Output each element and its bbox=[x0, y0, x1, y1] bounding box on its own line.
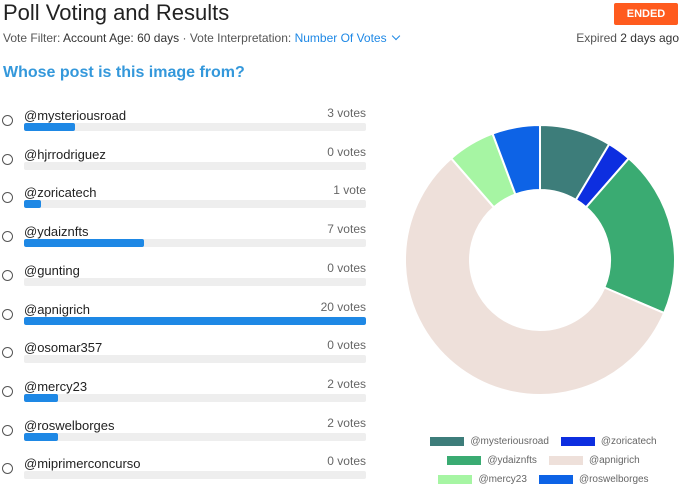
vote-progress-fill bbox=[24, 432, 59, 441]
poll-option[interactable]: @gunting 0 votes bbox=[0, 260, 370, 293]
option-vote-count: 0 votes bbox=[327, 454, 366, 469]
vote-progress-fill bbox=[24, 239, 144, 248]
poll-option[interactable]: @ydaiznfts 7 votes bbox=[0, 222, 370, 254]
legend-swatch bbox=[560, 437, 595, 446]
legend-item[interactable]: @mercy23 bbox=[438, 474, 527, 485]
radio-button[interactable] bbox=[2, 463, 13, 475]
option-label: @zoricatech bbox=[24, 185, 97, 201]
legend-row: @mercy23 @roswelborges bbox=[405, 470, 682, 489]
legend-item[interactable]: @mysteriousroad bbox=[430, 436, 549, 447]
legend-swatch bbox=[447, 456, 482, 465]
option-vote-count: 7 votes bbox=[327, 222, 366, 237]
vote-progress-bar bbox=[24, 123, 366, 131]
poll-question: Whose post is this image from? bbox=[3, 64, 245, 81]
option-label: @mysteriousroad bbox=[24, 108, 127, 123]
vote-progress-fill bbox=[24, 123, 76, 131]
option-vote-count: 1 vote bbox=[333, 183, 366, 198]
vote-filter-label: Vote Filter: bbox=[3, 31, 61, 45]
radio-button[interactable] bbox=[2, 115, 13, 126]
separator: · bbox=[182, 31, 187, 45]
legend-label: @roswelborges bbox=[578, 474, 649, 485]
legend-item[interactable]: @zoricatech bbox=[560, 436, 657, 447]
vote-progress-bar bbox=[24, 471, 366, 480]
radio-button[interactable] bbox=[2, 269, 13, 281]
radio-button[interactable] bbox=[2, 385, 13, 397]
poll-option[interactable]: @hjrrodriguez 0 votes bbox=[0, 144, 370, 177]
option-vote-count: 20 votes bbox=[320, 299, 366, 314]
legend-item[interactable]: @ydaiznfts bbox=[447, 455, 537, 466]
vote-interpretation-value: Number Of Votes bbox=[294, 31, 387, 45]
page-title: Poll Voting and Results bbox=[3, 0, 230, 25]
chart-legend: @mysteriousroad @zoricatech @ydaiznfts @apn… bbox=[405, 432, 682, 489]
poll-option[interactable]: @mysteriousroad 3 votes bbox=[0, 106, 370, 138]
legend-label: @ydaiznfts bbox=[487, 455, 537, 466]
option-vote-count: 0 votes bbox=[327, 260, 366, 275]
vote-progress-fill bbox=[24, 393, 59, 402]
vote-progress-bar bbox=[24, 316, 366, 325]
vote-interpretation-dropdown[interactable]: Number Of Votes bbox=[294, 31, 400, 45]
legend-label: @zoricatech bbox=[600, 436, 657, 447]
option-label: @hjrrodriguez bbox=[24, 146, 106, 162]
option-label: @ydaiznfts bbox=[24, 224, 89, 240]
vote-progress-bar bbox=[24, 161, 366, 170]
vote-progress-bar bbox=[24, 393, 366, 402]
radio-button[interactable] bbox=[2, 192, 13, 204]
vote-interpretation-label: Vote Interpretation: bbox=[189, 31, 292, 45]
option-vote-count: 2 votes bbox=[327, 376, 366, 391]
vote-progress-fill bbox=[24, 316, 366, 325]
option-label: @mercy23 bbox=[24, 378, 88, 394]
legend-label: @mysteriousroad bbox=[470, 436, 549, 447]
vote-settings-row: Vote Filter: Account Age: 60 days · Vote… bbox=[3, 31, 400, 45]
chevron-down-icon bbox=[391, 31, 400, 41]
expired-value: 2 days ago bbox=[620, 31, 679, 45]
option-label: @roswelborges bbox=[24, 417, 115, 433]
radio-button[interactable] bbox=[2, 347, 13, 359]
results-doughnut-chart bbox=[404, 123, 676, 396]
option-label: @apnigrich bbox=[24, 301, 90, 317]
vote-progress-bar bbox=[24, 239, 366, 248]
legend-row: @ydaiznfts @apnigrich bbox=[405, 451, 682, 470]
legend-item[interactable]: @apnigrich bbox=[548, 455, 640, 466]
poll-option[interactable]: @miprimerconcurso 0 votes bbox=[0, 454, 370, 486]
option-vote-count: 0 votes bbox=[327, 338, 366, 353]
option-vote-count: 0 votes bbox=[327, 144, 366, 159]
chart-slice[interactable] bbox=[491, 123, 541, 196]
poll-option[interactable]: @mercy23 2 votes bbox=[0, 376, 370, 409]
vote-filter-value: Account Age: 60 days bbox=[63, 31, 180, 45]
vote-progress-fill bbox=[24, 200, 42, 209]
legend-swatch bbox=[430, 437, 465, 446]
legend-row: @mysteriousroad @zoricatech bbox=[405, 432, 682, 451]
option-label: @miprimerconcurso bbox=[24, 456, 141, 472]
legend-swatch bbox=[538, 475, 573, 484]
option-vote-count: 3 votes bbox=[327, 106, 366, 120]
radio-button[interactable] bbox=[2, 308, 13, 320]
option-label: @osomar357 bbox=[24, 340, 103, 356]
status-badge: ENDED bbox=[614, 3, 678, 25]
legend-swatch bbox=[438, 475, 473, 484]
legend-label: @mercy23 bbox=[478, 474, 527, 485]
poll-option[interactable]: @roswelborges 2 votes bbox=[0, 415, 370, 448]
poll-option[interactable]: @apnigrich 20 votes bbox=[0, 299, 370, 332]
option-label: @gunting bbox=[24, 262, 80, 278]
radio-button[interactable] bbox=[2, 231, 13, 243]
poll-option[interactable]: @zoricatech 1 vote bbox=[0, 183, 370, 215]
radio-button[interactable] bbox=[2, 153, 13, 165]
chart-slice[interactable] bbox=[404, 156, 666, 396]
vote-progress-bar bbox=[24, 355, 366, 364]
expiry-info: Expired 2 days ago bbox=[576, 31, 679, 45]
legend-label: @apnigrich bbox=[588, 455, 640, 466]
chart-slice[interactable] bbox=[584, 156, 676, 315]
expired-label: Expired bbox=[576, 31, 617, 45]
option-vote-count: 2 votes bbox=[327, 415, 366, 430]
radio-button[interactable] bbox=[2, 424, 13, 436]
poll-option[interactable]: @osomar357 0 votes bbox=[0, 338, 370, 370]
legend-item[interactable]: @roswelborges bbox=[538, 474, 649, 485]
vote-progress-bar bbox=[24, 277, 366, 286]
legend-swatch bbox=[548, 456, 583, 465]
vote-progress-bar bbox=[24, 200, 366, 209]
vote-progress-bar bbox=[24, 432, 366, 441]
